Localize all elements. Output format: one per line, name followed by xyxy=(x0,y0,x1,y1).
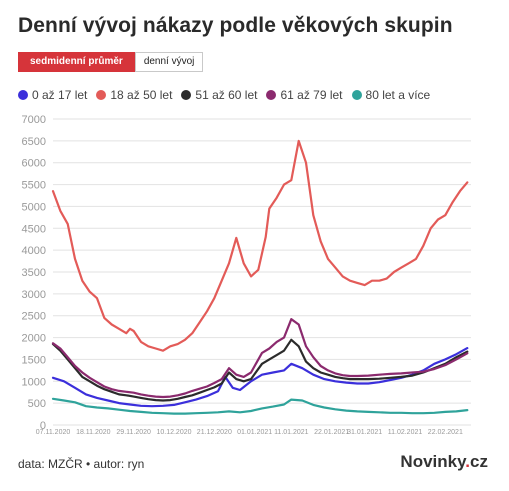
legend-label: 0 až 17 let xyxy=(32,88,88,102)
series-line xyxy=(51,139,469,352)
logo-dot: . xyxy=(465,452,471,471)
y-tick-label: 6000 xyxy=(22,158,46,170)
line-chart: 0 500 1000 1500 2000 2500 3000 3500 4000 4500 5000… xyxy=(22,114,471,436)
view-toggle: sedmidenní průměr denní vývoj xyxy=(18,52,204,72)
series-line xyxy=(51,338,469,402)
legend-label: 61 až 79 let xyxy=(280,88,343,102)
legend-swatch xyxy=(96,90,107,100)
novinky-logo[interactable]: Novinky.cz xyxy=(400,452,488,472)
x-tick-label: 29.11.2020 xyxy=(116,429,151,436)
y-tick-label: 4000 xyxy=(22,245,46,257)
x-tick-label: 18.11.2020 xyxy=(76,429,111,436)
tab-daily[interactable]: denní vývoj xyxy=(134,52,204,72)
x-tick-label: 11.02.2021 xyxy=(388,429,423,436)
chart-legend: 0 až 17 let 18 až 50 let 51 až 60 let 61 až… xyxy=(18,88,430,102)
x-tick-label: 22.02.2021 xyxy=(428,429,463,436)
y-tick-label: 5500 xyxy=(22,180,46,192)
x-tick-label: 11.01.2021 xyxy=(274,429,309,436)
y-tick-label: 2000 xyxy=(22,333,46,345)
tab-seven-day-average[interactable]: sedmidenní průměr xyxy=(18,52,135,72)
legend-item[interactable]: 0 až 17 let xyxy=(18,88,87,102)
legend-swatch xyxy=(181,90,192,100)
y-tick-label: 5000 xyxy=(22,201,46,213)
y-tick-label: 1500 xyxy=(22,354,46,366)
legend-label: 51 až 60 let xyxy=(195,88,258,102)
y-tick-label: 3000 xyxy=(22,289,46,301)
logo-tld: cz xyxy=(470,452,488,471)
chart-title: Denní vývoj nákazy podle věkových skupin xyxy=(18,14,453,37)
y-tick-label: 500 xyxy=(28,398,46,410)
legend-item[interactable]: 61 až 79 let xyxy=(266,88,343,102)
x-tick-label: 10.12.2020 xyxy=(156,429,191,436)
y-tick-label: 3500 xyxy=(22,267,46,279)
series-line xyxy=(51,397,469,415)
legend-label: 18 až 50 let xyxy=(110,88,173,102)
legend-label: 80 let a více xyxy=(365,88,431,102)
logo-text: Novinky xyxy=(400,452,466,471)
x-tick-label: 07.11.2020 xyxy=(36,429,71,436)
source-note: data: MZČR • autor: ryn xyxy=(18,457,145,471)
legend-item[interactable]: 80 let a více xyxy=(351,88,431,102)
y-tick-label: 6500 xyxy=(22,136,46,148)
legend-item[interactable]: 18 až 50 let xyxy=(96,88,172,102)
y-tick-label: 2500 xyxy=(22,311,46,323)
legend-swatch xyxy=(266,90,277,100)
y-tick-label: 4500 xyxy=(22,223,46,235)
x-tick-label: 01.01.2021 xyxy=(237,429,272,436)
legend-item[interactable]: 51 až 60 let xyxy=(181,88,257,102)
x-tick-label: 21.12.2020 xyxy=(197,429,232,436)
x-tick-label: 22.01.2021 xyxy=(314,429,349,436)
series-line xyxy=(51,318,469,399)
x-tick-label: 31.01.2021 xyxy=(347,429,382,436)
legend-swatch xyxy=(18,90,28,100)
legend-swatch xyxy=(351,90,362,100)
y-tick-label: 1000 xyxy=(22,376,46,388)
y-tick-label: 0 xyxy=(40,420,46,432)
series-line xyxy=(51,347,469,408)
y-tick-label: 7000 xyxy=(22,114,46,126)
